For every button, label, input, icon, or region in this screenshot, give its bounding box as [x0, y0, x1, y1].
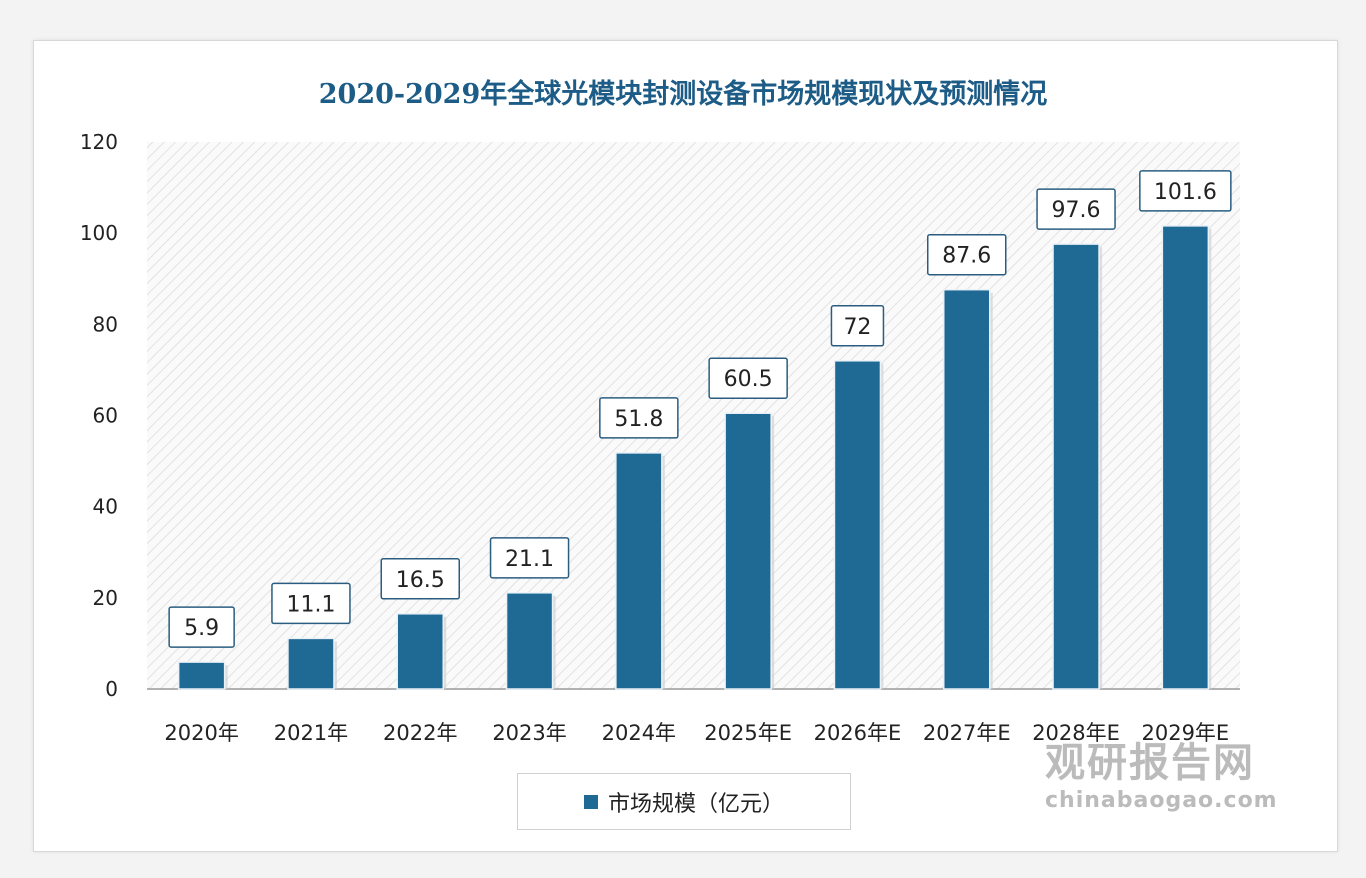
y-tick-label: 120 [80, 130, 118, 154]
data-label-box [168, 606, 235, 648]
bar [505, 592, 554, 690]
watermark-name: 观研报告网 [1045, 740, 1255, 786]
data-label: 72 [843, 315, 871, 340]
bar [396, 613, 444, 690]
legend-swatch [583, 794, 598, 809]
data-label: 60.5 [724, 367, 773, 392]
data-label-box [927, 233, 1007, 276]
data-label: 21.1 [505, 547, 554, 572]
y-tick-label: 0 [105, 677, 118, 701]
x-tick-label: 2023年 [492, 721, 566, 745]
data-label-box [1139, 170, 1232, 212]
bar [833, 360, 882, 690]
bar [177, 661, 226, 690]
y-tick-label: 80 [93, 312, 118, 336]
bar [615, 452, 663, 690]
data-label: 5.9 [184, 616, 219, 641]
x-tick-label: 2029年E [1141, 721, 1229, 745]
y-tick-label: 40 [93, 495, 118, 519]
y-tick-label: 100 [80, 221, 118, 245]
data-label: 51.8 [614, 407, 663, 432]
watermark-logo: 观研报告网 chinabaogao.com [935, 730, 1278, 813]
legend: 市场规模（亿元） [517, 773, 851, 830]
x-tick-label: 2027年E [923, 721, 1011, 745]
data-label: 16.5 [396, 568, 445, 593]
x-tick-label: 2021年 [274, 721, 348, 745]
data-label-box [489, 537, 570, 579]
data-label: 11.1 [286, 592, 335, 617]
data-label-box [1036, 188, 1116, 230]
data-label: 97.6 [1052, 198, 1101, 223]
data-label: 101.6 [1154, 180, 1217, 205]
chart-title: 2020-2029年全球光模块封测设备市场规模现状及预测情况 [318, 79, 1048, 110]
x-tick-label: 2024年 [602, 721, 676, 745]
bar [724, 412, 772, 690]
watermark-url: chinabaogao.com [1045, 788, 1278, 813]
y-tick-label: 20 [93, 586, 118, 610]
data-label-box [830, 305, 885, 347]
data-label-box [599, 397, 679, 439]
bar [1052, 243, 1100, 690]
x-tick-label: 2022年 [383, 721, 457, 745]
bar [287, 637, 335, 690]
data-label-box [380, 558, 460, 600]
legend-label: 市场规模（亿元） [607, 791, 784, 817]
x-tick-label: 2028年E [1032, 721, 1120, 745]
y-tick-label: 60 [93, 404, 118, 428]
data-label: 87.6 [942, 244, 991, 269]
bar [943, 288, 991, 690]
bar [1161, 225, 1210, 690]
data-label-box [708, 357, 788, 399]
data-label-box [271, 582, 351, 625]
x-tick-label: 2026年E [814, 721, 902, 745]
x-tick-label: 2025年E [704, 721, 792, 745]
x-tick-label: 2020年 [164, 721, 238, 745]
